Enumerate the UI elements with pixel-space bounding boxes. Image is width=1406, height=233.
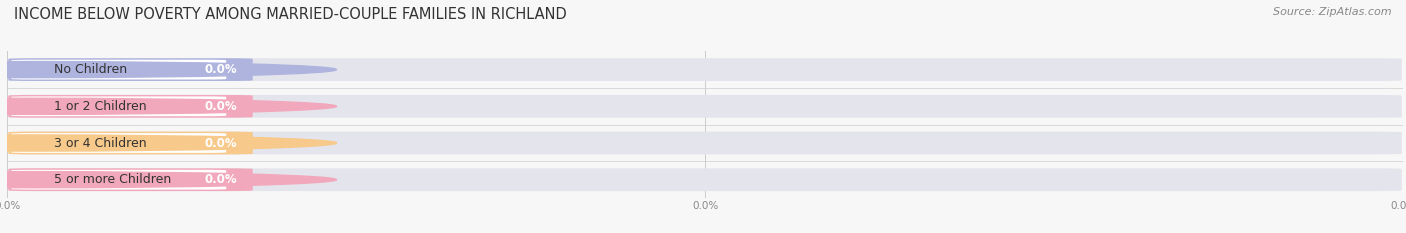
FancyBboxPatch shape [8,58,1402,81]
FancyBboxPatch shape [8,132,1402,154]
Circle shape [0,135,336,151]
Circle shape [0,62,336,78]
FancyBboxPatch shape [11,133,226,153]
FancyBboxPatch shape [8,95,253,118]
FancyBboxPatch shape [8,58,253,81]
FancyBboxPatch shape [8,95,1402,118]
Circle shape [0,172,336,188]
FancyBboxPatch shape [8,168,1402,191]
FancyBboxPatch shape [11,96,226,116]
Text: 5 or more Children: 5 or more Children [55,173,172,186]
Text: 0.0%: 0.0% [205,173,238,186]
Text: 1 or 2 Children: 1 or 2 Children [55,100,148,113]
Text: 3 or 4 Children: 3 or 4 Children [55,137,148,150]
Text: 0.0%: 0.0% [205,137,238,150]
Circle shape [0,98,336,114]
FancyBboxPatch shape [11,170,226,190]
FancyBboxPatch shape [8,168,253,191]
Text: No Children: No Children [55,63,128,76]
FancyBboxPatch shape [8,132,253,154]
Text: 0.0%: 0.0% [205,100,238,113]
Text: INCOME BELOW POVERTY AMONG MARRIED-COUPLE FAMILIES IN RICHLAND: INCOME BELOW POVERTY AMONG MARRIED-COUPL… [14,7,567,22]
Text: 0.0%: 0.0% [205,63,238,76]
FancyBboxPatch shape [11,60,226,79]
Text: Source: ZipAtlas.com: Source: ZipAtlas.com [1274,7,1392,17]
